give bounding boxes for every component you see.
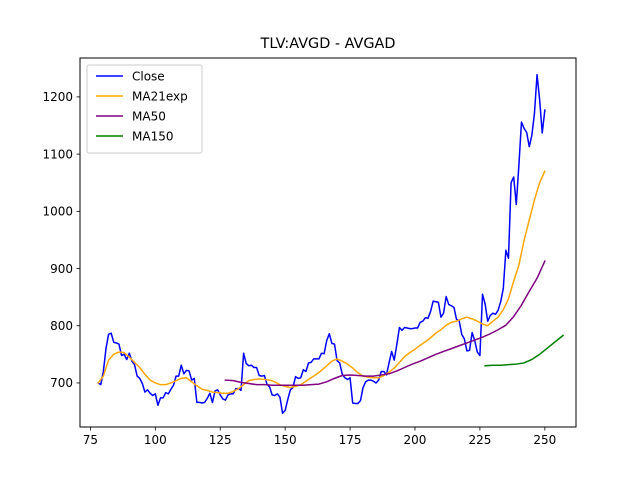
y-tick-label: 700 (50, 376, 73, 390)
y-tick-label: 1200 (42, 90, 73, 104)
x-tick-label: 100 (144, 433, 167, 447)
legend-label-ma50: MA50 (132, 109, 166, 123)
legend-box (86, 64, 203, 154)
chart-title: TLV:AVGD - AVGAD (260, 36, 396, 52)
x-tick-label: 250 (533, 433, 556, 447)
x-tick-label: 200 (404, 433, 427, 447)
y-axis: 700 800 900 1000 1100 1200 (42, 90, 80, 390)
x-tick-label: 125 (209, 433, 232, 447)
axes-frame (79, 57, 577, 428)
x-tick-label: 150 (274, 433, 297, 447)
x-tick-label: 175 (339, 433, 362, 447)
legend-label-ma150: MA150 (132, 129, 173, 143)
y-tick-label: 900 (50, 262, 73, 276)
legend-label-ma21exp: MA21exp (132, 89, 188, 103)
y-tick-label: 1100 (42, 147, 73, 161)
x-tick-label: 75 (83, 433, 98, 447)
y-tick-label: 1000 (42, 205, 73, 219)
x-axis: 75 100 125 150 175 200 225 250 (83, 427, 556, 447)
series-line-ma50 (224, 260, 546, 386)
legend-label-close: Close (132, 69, 165, 83)
series-layer (97, 73, 565, 415)
series-line-ma21exp (97, 170, 546, 394)
series-line-close (97, 73, 546, 415)
series-line-ma150 (484, 334, 565, 367)
y-tick-label: 800 (50, 319, 73, 333)
x-tick-label: 225 (468, 433, 491, 447)
plot-area: 75 100 125 150 175 200 225 250 700 800 900 1000 110… (42, 57, 577, 447)
legend: Close MA21exp MA50 MA150 (86, 64, 203, 154)
